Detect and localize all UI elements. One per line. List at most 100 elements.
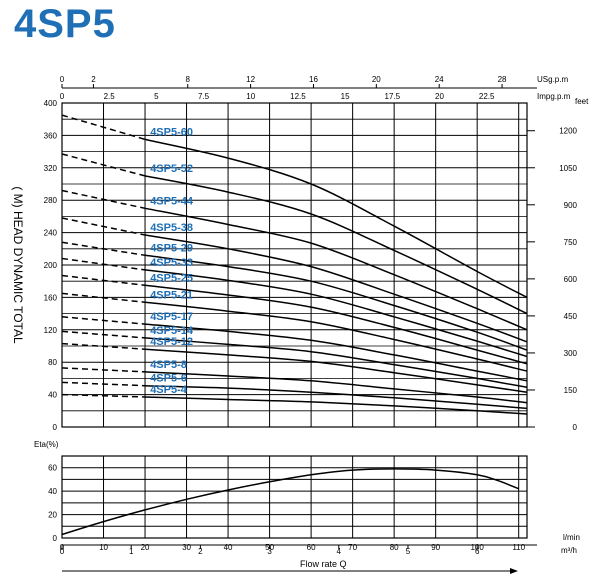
impgpm-tick-label: 22.5: [479, 92, 495, 101]
head-curve-dashed: [61, 393, 146, 398]
left-tick-label: 320: [44, 164, 58, 173]
head-curve: [144, 207, 528, 331]
head-curve: [144, 234, 528, 343]
usgpm-tick-label: 12: [246, 75, 255, 84]
head-curve-dashed: [61, 330, 146, 339]
head-curve: [144, 323, 528, 382]
head-curve: [144, 384, 528, 410]
left-tick-label: 280: [44, 196, 58, 205]
left-tick-label: 0: [53, 423, 58, 432]
x-axis-title: Flow rate Q: [300, 559, 347, 569]
left-tick-label: 120: [44, 326, 58, 335]
right-tick-label: 750: [564, 238, 578, 247]
usgpm-tick-label: 16: [309, 75, 318, 84]
impgpm-tick-label: 0: [60, 92, 65, 101]
right-tick-label: 1050: [559, 164, 577, 173]
curve-label: 4SP5-33: [150, 257, 193, 269]
curve-label: 4SP5-44: [150, 195, 194, 207]
head-curve-dashed: [61, 274, 146, 287]
right-tick-label: 0: [573, 423, 578, 432]
lmin-tick-label: 80: [390, 543, 399, 552]
impgpm-tick-label: 15: [341, 92, 350, 101]
lmin-tick-label: 10: [99, 543, 108, 552]
efficiency-curve-line: [61, 468, 519, 536]
eta-chart-axes: 0204060Eta(%)0102030405060708090100110l/…: [34, 440, 580, 574]
head-curve-dashed: [61, 292, 146, 304]
impgpm-tick-label: 5: [154, 92, 159, 101]
usgpm-tick-label: 24: [435, 75, 444, 84]
right-tick-label: 1200: [559, 127, 577, 136]
m3h-tick-label: 2: [198, 547, 203, 556]
left-tick-label: 240: [44, 229, 58, 238]
usgpm-tick-label: 28: [498, 75, 507, 84]
usgpm-tick-label: 2: [91, 75, 96, 84]
main-chart-axes: 0408012016020024028032036040001503004506…: [11, 75, 589, 432]
head-curve-dashed: [61, 153, 146, 177]
lmin-tick-label: 110: [512, 543, 525, 552]
efficiency-curve: [61, 468, 519, 536]
head-curve-dashed: [61, 217, 146, 236]
head-curve: [144, 175, 528, 315]
lmin-tick-label: 30: [182, 543, 191, 552]
curve-label: 4SP5-52: [150, 163, 193, 175]
head-curves: [61, 114, 528, 415]
page-title: 4SP5: [14, 2, 116, 46]
head-curve: [144, 301, 528, 372]
usgpm-tick-label: 0: [60, 75, 65, 84]
head-curve: [144, 284, 528, 365]
eta-tick-label: 20: [48, 511, 57, 520]
head-curve-dashed: [61, 114, 146, 141]
right-tick-label: 150: [564, 386, 578, 395]
head-curve: [144, 254, 528, 351]
curve-label: 4SP5-8: [150, 359, 187, 371]
m3h-tick-label: 1: [129, 547, 134, 556]
curve-label: 4SP5-38: [150, 222, 193, 234]
lmin-tick-label: 20: [141, 543, 150, 552]
right-tick-label: 300: [564, 349, 578, 358]
left-tick-label: 360: [44, 131, 58, 140]
head-curve: [144, 371, 528, 404]
curve-label: 4SP5-25: [150, 272, 193, 284]
curve-label: 4SP5-21: [150, 289, 193, 301]
head-curve: [144, 337, 528, 389]
main-chart-grid: [61, 102, 528, 428]
curve-label: 4SP5-14: [150, 325, 194, 337]
curve-label: 4SP5-4: [150, 384, 188, 396]
m3h-tick-label: 0: [60, 547, 65, 556]
lmin-tick-label: 70: [348, 543, 357, 552]
head-curve-dashed: [61, 241, 146, 257]
head-curve: [144, 138, 528, 299]
right-axis-unit: feet: [575, 97, 589, 106]
usgpm-unit: USg.p.m: [537, 75, 568, 84]
m3h-unit: m³/h: [561, 546, 577, 555]
lmin-unit: l/min: [563, 533, 580, 542]
flow-arrow-head: [510, 568, 518, 574]
impgpm-tick-label: 17.5: [385, 92, 401, 101]
impgpm-unit: Impg.p.m: [537, 92, 571, 101]
lmin-tick-label: 60: [307, 543, 316, 552]
eta-tick-label: 40: [48, 487, 57, 496]
curve-label: 4SP5-6: [150, 373, 187, 385]
left-tick-label: 160: [44, 293, 58, 302]
head-curve-dashed: [61, 342, 146, 350]
usgpm-tick-label: 8: [186, 75, 191, 84]
eta-tick-label: 0: [53, 534, 58, 543]
head-curve-dashed: [61, 316, 146, 325]
y-axis-title: ( M) HEAD DYNAMIC TOTAL: [11, 186, 25, 344]
head-curve-dashed: [61, 367, 146, 373]
head-curve: [144, 269, 528, 358]
head-curve: [144, 348, 528, 393]
head-curve-dashed: [61, 257, 146, 271]
impgpm-tick-label: 2.5: [104, 92, 116, 101]
impgpm-tick-label: 20: [435, 92, 444, 101]
eta-plot-frame: [61, 455, 528, 539]
m3h-tick-label: 5: [406, 547, 411, 556]
left-tick-label: 200: [44, 261, 58, 270]
right-tick-label: 900: [564, 201, 578, 210]
m3h-tick-label: 3: [267, 547, 272, 556]
curve-label: 4SP5-29: [150, 242, 193, 254]
eta-axis-title: Eta(%): [34, 440, 59, 449]
curve-labels: 4SP5-60 4SP5-52 4SP5-44 4SP5-38 4SP5-29 4SP5-…: [150, 126, 194, 396]
right-tick-label: 450: [564, 312, 578, 321]
